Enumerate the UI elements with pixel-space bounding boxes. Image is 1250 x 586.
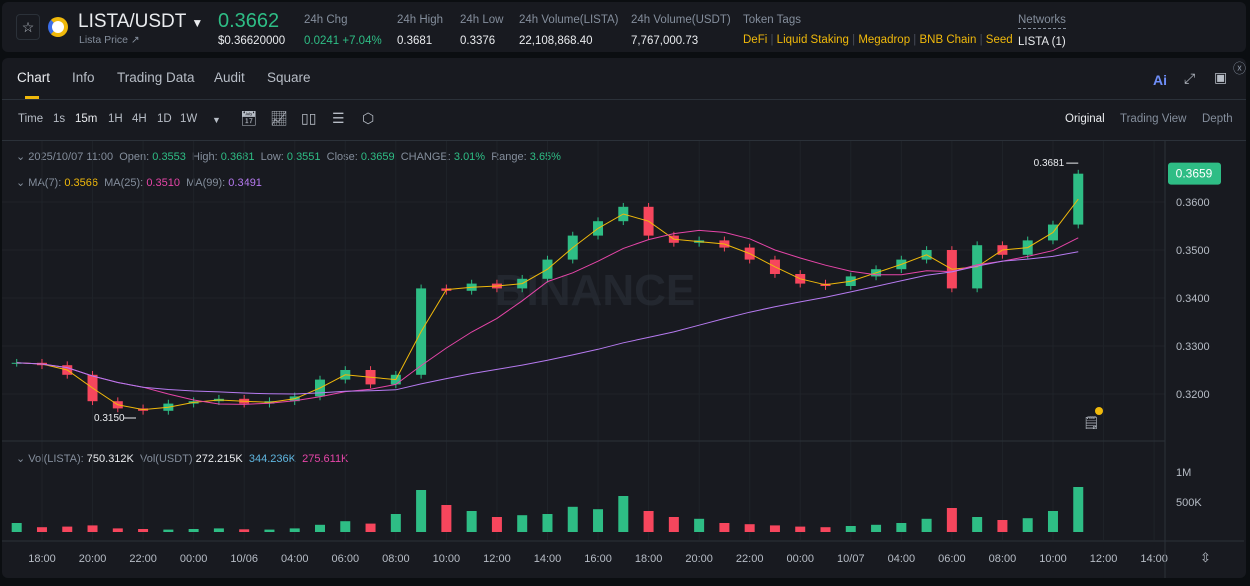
lista-price-link[interactable]: Lista Price ↗ [79, 34, 140, 46]
label: MA(99): [186, 177, 226, 189]
view-trading-view[interactable]: Trading View [1120, 113, 1187, 125]
candlestick-icon[interactable]: ▯▯ [301, 110, 317, 126]
tag-link[interactable]: Seed [985, 34, 1013, 46]
ohlc-close: 0.3659 [360, 151, 395, 163]
indicator-chart-icon[interactable]: 📈︎ [270, 110, 288, 126]
label: Close: [326, 151, 358, 163]
stat-24h-change: 0.0241 +7.04% [304, 35, 382, 47]
label: Low: [260, 151, 284, 163]
favorite-star-button[interactable]: ☆ [16, 14, 40, 40]
pair-name: LISTA/USDT [78, 11, 187, 32]
chevron-down-icon: ▼ [191, 16, 204, 30]
networks-value[interactable]: LISTA (1) [1018, 36, 1066, 48]
close-icon[interactable]: ⓧ [1233, 61, 1247, 76]
label: Vol(LISTA): [28, 453, 84, 465]
label: Vol(USDT) [140, 453, 193, 465]
ohlc-range: 3.65% [529, 151, 561, 163]
ohlc-high: 0.3681 [220, 151, 255, 163]
collapse-chevron-icon[interactable]: ⌄ [16, 453, 26, 465]
stat-label: 24h Volume(LISTA) [519, 14, 619, 26]
chart-settings-icon[interactable]: ☰ [332, 110, 345, 126]
expand-icon[interactable]: ⤢ [1184, 70, 1196, 86]
label: MA(25): [104, 177, 144, 189]
stat-label: 24h Low [460, 14, 504, 26]
ticker-header: ☆ LISTA/USDT ▼ Lista Price ↗ 0.3662 $0.3… [2, 2, 1246, 52]
token-tags-label: Token Tags [743, 14, 801, 26]
last-price: 0.3662 [218, 10, 280, 32]
collapse-chevron-icon[interactable]: ⌄ [16, 177, 26, 189]
interval-1h[interactable]: 1H [108, 113, 123, 125]
label: CHANGE: [400, 151, 451, 163]
ma-legend: ⌄ MA(7): 0.3566 MA(25): 0.3510 MA(99): 0… [16, 176, 262, 189]
vol-ma1-value: 344.236K [248, 453, 296, 465]
more-intervals-chevron-icon[interactable]: ▼ [212, 115, 221, 125]
ma99-value: 0.3491 [228, 177, 262, 189]
lista-logo-icon [48, 17, 68, 37]
interval-1w[interactable]: 1W [180, 113, 198, 125]
ohlc-legend: ⌄ 2025/10/07 11:00 Open: 0.3553 High: 0.… [16, 150, 561, 163]
stat-label: 24h Chg [304, 14, 348, 26]
networks-label: Networks [1018, 14, 1066, 29]
interval-4h[interactable]: 4H [132, 113, 147, 125]
tag-link[interactable]: Megadrop [858, 34, 911, 46]
stat-24h-volume-lista: 22,108,868.40 [519, 35, 593, 47]
tab-chart[interactable]: Chart [17, 70, 51, 85]
tag-link[interactable]: BNB Chain [919, 34, 977, 46]
active-tab-indicator [25, 96, 39, 99]
stat-24h-volume-usdt: 7,767,000.73 [631, 35, 699, 47]
tab-square[interactable]: Square [267, 70, 311, 85]
label: Range: [491, 151, 527, 163]
vol-lista-value: 750.312K [86, 453, 134, 465]
tab-info[interactable]: Info [72, 70, 95, 85]
interval-1d[interactable]: 1D [157, 113, 172, 125]
calendar-icon[interactable]: 📅︎ [240, 110, 258, 126]
stat-label: 24h Volume(USDT) [631, 14, 731, 26]
tab-audit[interactable]: Audit [214, 70, 245, 85]
stat-label: 24h High [397, 14, 444, 26]
tag-link[interactable]: DeFi [743, 34, 768, 46]
chart-panel: Chart Info Trading Data Audit Square Ai … [2, 58, 1246, 578]
vol-ma2-value: 275.611K [302, 453, 349, 465]
interval-15m[interactable]: 15m [75, 113, 98, 125]
stat-24h-low: 0.3376 [460, 35, 496, 47]
view-depth[interactable]: Depth [1202, 113, 1233, 125]
divider [2, 99, 1246, 100]
interval-1s[interactable]: 1s [53, 113, 66, 125]
ohlc-change: 3.01% [453, 151, 486, 163]
price-usd: $0.36620000 [218, 35, 286, 47]
label: MA(7): [28, 177, 62, 189]
ma7-value: 0.3566 [64, 177, 98, 189]
vol-usdt-value: 272.215K [195, 453, 243, 465]
label: Open: [119, 151, 150, 163]
ohlc-date: 2025/10/07 11:00 [28, 151, 114, 163]
ohlc-low: 0.3551 [286, 151, 321, 163]
collapse-chevron-icon[interactable]: ⌄ [16, 151, 26, 163]
stat-24h-high: 0.3681 [397, 35, 433, 47]
pair-selector[interactable]: LISTA/USDT ▼ [78, 11, 203, 33]
volume-legend: ⌄ Vol(LISTA): 750.312K Vol(USDT) 272.215… [16, 452, 348, 465]
tab-trading-data[interactable]: Trading Data [117, 70, 195, 85]
ai-button[interactable]: Ai [1153, 72, 1167, 88]
label: High: [192, 151, 218, 163]
tag-link[interactable]: Liquid Staking [776, 34, 849, 46]
token-tags: DeFi | Liquid Staking | Megadrop | BNB C… [743, 34, 1013, 46]
layout-grid-icon[interactable]: ▣ [1214, 69, 1228, 85]
divider [2, 140, 1246, 141]
view-original[interactable]: Original [1065, 113, 1105, 125]
ma25-value: 0.3510 [146, 177, 180, 189]
interval-time[interactable]: Time [18, 113, 44, 125]
ohlc-open: 0.3553 [152, 151, 186, 163]
hexagon-settings-icon[interactable]: ⬡ [362, 110, 375, 126]
